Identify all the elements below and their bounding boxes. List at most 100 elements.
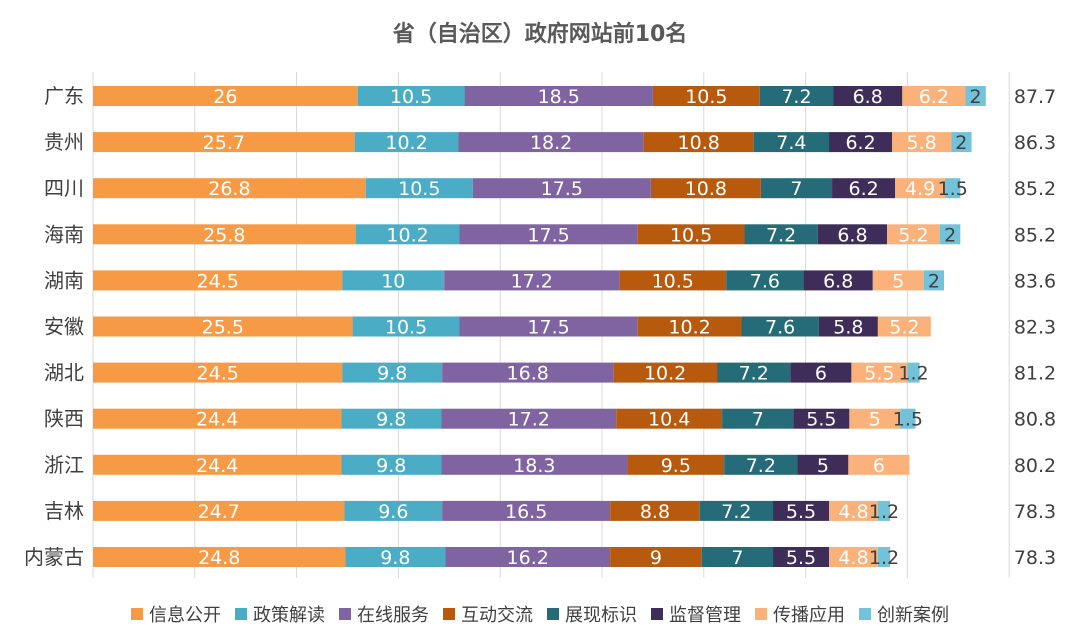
data-label: 2	[928, 270, 940, 292]
legend-swatch	[131, 608, 143, 620]
legend-swatch	[339, 608, 351, 620]
data-label: 24.4	[196, 455, 238, 477]
data-label: 24.5	[197, 363, 239, 385]
legend-swatch	[859, 608, 871, 620]
legend-swatch	[755, 608, 767, 620]
total-label: 80.8	[1014, 409, 1056, 431]
bar-segment	[93, 132, 355, 153]
data-label: 17.5	[541, 178, 583, 200]
legend-swatch	[651, 608, 663, 620]
bar-segment	[760, 178, 833, 199]
data-label: 6.2	[849, 178, 879, 200]
bar-segment	[793, 408, 850, 429]
data-label: 1.2	[869, 501, 899, 523]
bar-segment	[610, 500, 700, 521]
bar-segment	[741, 316, 819, 337]
bar-segment	[444, 270, 620, 291]
data-label: 17.5	[527, 224, 569, 246]
legend-item: 政策解读	[235, 601, 325, 627]
bar-segment	[907, 362, 920, 383]
total-label: 85.2	[1014, 178, 1056, 200]
data-label: 6	[873, 455, 885, 477]
data-label: 6	[815, 363, 827, 385]
bar-segment	[797, 454, 849, 475]
bar-segment	[458, 132, 644, 153]
bar-segment	[459, 224, 638, 245]
data-label: 7.6	[750, 270, 780, 292]
data-label: 9.8	[376, 409, 406, 431]
total-label: 80.2	[1014, 455, 1056, 477]
legend-label: 传播应用	[773, 605, 845, 626]
bar-segment	[627, 454, 725, 475]
bar-segment	[619, 270, 727, 291]
data-label: 9.5	[661, 455, 691, 477]
legend-swatch	[235, 608, 247, 620]
legend-item: 信息公开	[131, 601, 221, 627]
bar-segment	[441, 408, 617, 429]
data-label: 4.9	[905, 178, 935, 200]
category-label: 内蒙古	[24, 545, 84, 569]
data-label: 5.5	[806, 409, 836, 431]
bar-segment	[341, 408, 442, 429]
bar-segment	[93, 547, 346, 567]
data-label: 7.2	[721, 501, 751, 523]
bar-segment	[93, 178, 366, 199]
category-label: 广东	[44, 84, 84, 108]
data-label: 10.5	[652, 270, 694, 292]
data-label: 24.4	[196, 409, 238, 431]
bar-segment	[877, 547, 891, 567]
bar-segment	[365, 178, 473, 199]
bar-segment	[613, 362, 718, 383]
data-label: 5	[869, 409, 881, 431]
bar-segment	[616, 408, 723, 429]
data-label: 10.5	[398, 178, 440, 200]
bar-segment	[722, 408, 794, 429]
data-label: 26	[213, 86, 237, 108]
bar-segment	[93, 500, 345, 521]
bar-segment	[93, 270, 343, 291]
bar-segment	[93, 224, 356, 245]
total-label: 78.3	[1014, 501, 1056, 523]
bar-segment	[472, 178, 651, 199]
data-label: 2	[955, 132, 967, 154]
data-label: 24.8	[198, 547, 240, 569]
legend-item: 在线服务	[339, 601, 429, 627]
bar-segment	[877, 316, 931, 337]
total-label: 85.2	[1014, 224, 1056, 246]
legend-label: 政策解读	[253, 605, 325, 626]
data-label: 10.4	[648, 409, 690, 431]
category-label: 贵州	[44, 130, 84, 154]
legend-item: 传播应用	[755, 601, 845, 627]
bar-segment	[341, 454, 442, 475]
data-label: 1.5	[938, 178, 968, 200]
category-label: 湖北	[44, 361, 84, 385]
data-label: 10	[381, 270, 405, 292]
legend-label: 展现标识	[565, 605, 637, 626]
bar-segment	[753, 132, 830, 153]
total-label: 87.7	[1014, 86, 1056, 108]
category-label: 四川	[44, 176, 84, 200]
bar-segment	[832, 178, 896, 199]
data-label: 9	[650, 547, 662, 569]
total-label: 78.3	[1014, 547, 1056, 569]
data-label: 7	[790, 178, 802, 200]
data-label: 10.8	[678, 132, 720, 154]
bar-segment	[342, 362, 443, 383]
data-label: 10.2	[386, 224, 428, 246]
bar-segment	[93, 362, 343, 383]
data-label: 8.8	[640, 501, 670, 523]
category-label: 海南	[44, 222, 84, 246]
data-label: 1.2	[869, 547, 899, 569]
data-label: 10.2	[668, 317, 710, 339]
total-labels: 87.7 86.3 85.2 85.2 83.6 82.3 81.2 80.8 80.2 78.3…	[1014, 86, 1056, 569]
data-label: 18.2	[530, 132, 572, 154]
data-label: 25.7	[203, 132, 245, 154]
legend-item: 监督管理	[651, 601, 741, 627]
bar-segment	[650, 178, 761, 199]
bar-segment	[355, 224, 460, 245]
bar-segment	[872, 270, 924, 291]
bar-segment	[848, 454, 910, 475]
data-label: 5	[817, 455, 829, 477]
data-label: 2	[970, 86, 982, 108]
bar-segment	[939, 224, 961, 245]
